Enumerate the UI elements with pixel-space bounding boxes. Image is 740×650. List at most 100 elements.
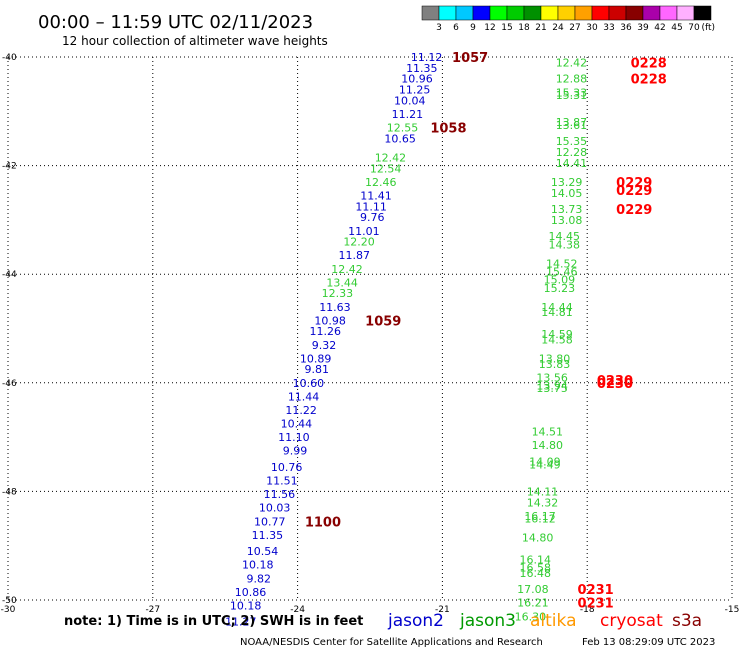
axes: -30 -27 -24 -21 -18 -15 -40 -42 -44 -46 -48 -50 [1, 53, 740, 615]
jason2-data-label: 10.98 [314, 314, 346, 327]
jason2-data-label: 11.87 [339, 249, 371, 262]
legend-swatch [659, 5, 678, 21]
jason3-data-label: 15.23 [544, 282, 576, 295]
jason2-data-label: 10.86 [235, 586, 267, 599]
legend-value: 21 [535, 23, 546, 33]
jason3-data-label: 13.44 [326, 276, 358, 289]
legend-swatch [489, 5, 508, 21]
jason3-data-label: 14.09 [529, 456, 561, 469]
time-annotation: 0229 [616, 176, 652, 191]
jason2-data-label: 11.44 [288, 390, 320, 403]
jason2-data-label: 9.82 [247, 572, 272, 585]
jason2-data-label: 10.60 [293, 377, 325, 390]
jason3-data-label: 12.54 [370, 162, 402, 175]
time-annotation: 0229 [616, 203, 652, 218]
jason3-data-label: 14.52 [546, 257, 578, 270]
jason2-data-label: 10.77 [254, 515, 286, 528]
jason2-data-label: 11.51 [266, 475, 298, 488]
legend-swatch [523, 5, 542, 21]
legend-value: 9 [470, 23, 476, 33]
jason2-data-label: 10.04 [394, 94, 426, 107]
legend-swatch [472, 5, 491, 21]
jason2-data-label: 9.32 [312, 339, 337, 352]
x-tick-label: -30 [1, 605, 16, 615]
jason2-data-label: 9.81 [304, 363, 329, 376]
jason3-data-label: 15.31 [556, 89, 588, 102]
data-labels: 11.1211.3510.9611.2510.0411.2110.6511.41… [225, 51, 587, 629]
jason3-data-label: 14.58 [541, 333, 573, 346]
jason2-data-label: 11.10 [278, 431, 310, 444]
jason2-data-label: 11.12 [411, 51, 443, 64]
note-text: note: 1) Time is in UTC; 2) SWH is in fe… [64, 614, 363, 629]
jason3-data-label: 16.14 [520, 553, 552, 566]
chart-title: 00:00 – 11:59 UTC 02/11/2023 [38, 12, 313, 33]
time-annotation: 0230 [597, 377, 633, 392]
time-annotations: 1057105810591100022802280229022902290230… [305, 51, 667, 612]
jason3-data-label: 14.51 [532, 426, 564, 439]
jason3-data-label: 12.55 [387, 122, 419, 135]
y-tick-label: -48 [2, 487, 17, 497]
jason3-data-label: 14.11 [527, 485, 559, 498]
jason2-data-label: 11.35 [406, 62, 438, 75]
time-annotation: 0228 [631, 73, 667, 88]
legend-swatch [676, 5, 695, 21]
jason3-data-label: 13.29 [551, 176, 583, 189]
legend-swatch [642, 5, 661, 21]
series-legend-entry: s3a [672, 611, 702, 631]
x-tick-label: -18 [580, 605, 595, 615]
jason3-data-label: 13.75 [536, 382, 568, 395]
legend-value: 39 [637, 23, 649, 33]
jason3-data-label: 13.56 [536, 371, 568, 384]
legend-value: 45 [671, 23, 682, 33]
jason3-data-label: 13.61 [556, 119, 588, 132]
jason3-data-label: 16.21 [517, 597, 549, 610]
jason3-data-label: 16.30 [515, 610, 547, 623]
legend-value: 3 [436, 23, 442, 33]
jason3-data-label: 14.45 [548, 230, 580, 243]
credit-text: NOAA/NESDIS Center for Satellite Applica… [240, 637, 543, 648]
jason2-data-label: 9.76 [360, 211, 385, 224]
jason2-data-label: 10.18 [242, 559, 274, 572]
jason3-data-label: 14.32 [527, 496, 559, 509]
jason3-data-label: 16.17 [524, 510, 556, 523]
jason3-data-label: 14.80 [522, 532, 554, 545]
jason3-data-label: 14.59 [541, 328, 573, 341]
color-scale-legend: 3 6 9 12 15 18 21 24 27 30 33 36 39 42 45 70 (ft) [421, 5, 715, 33]
jason3-data-label: 14.41 [556, 157, 588, 170]
jason2-data-label: 10.54 [247, 545, 279, 558]
jason3-data-label: 13.80 [539, 352, 571, 365]
chart-subtitle: 12 hour collection of altimeter wave hei… [62, 34, 328, 48]
legend-swatch [506, 5, 525, 21]
time-annotation: 1100 [305, 515, 341, 530]
grid-lines [7, 56, 733, 601]
x-tick-label: -24 [290, 605, 305, 615]
jason3-data-label: 12.42 [375, 151, 407, 164]
jason3-data-label: 14.44 [541, 301, 573, 314]
jason3-data-label: 15.46 [546, 265, 578, 278]
jason3-data-label: 14.38 [548, 238, 580, 251]
jason3-data-label: 12.46 [365, 176, 397, 189]
time-annotation: 0229 [616, 184, 652, 199]
series-legend: jason2 jason3 altika cryosat s3a [387, 611, 702, 631]
jason2-data-label: 11.63 [319, 301, 351, 314]
legend-value: 30 [586, 23, 598, 33]
legend-swatch [540, 5, 559, 21]
jason2-data-label: 11.11 [355, 200, 387, 213]
timestamp-text: Feb 13 08:29:09 UTC 2023 [582, 637, 715, 648]
jason2-data-label: 11.25 [399, 84, 431, 97]
legend-swatch [625, 5, 644, 21]
jason2-data-label: 11.01 [348, 225, 380, 238]
y-tick-label: -46 [2, 379, 17, 389]
jason2-data-label: 10.18 [230, 599, 262, 612]
legend-swatch [574, 5, 593, 21]
jason2-data-label: 9.99 [283, 445, 308, 458]
jason3-data-label: 12.20 [343, 236, 375, 249]
x-tick-label: -27 [145, 605, 160, 615]
jason3-data-label: 12.28 [556, 146, 588, 159]
time-annotation: 0231 [578, 583, 614, 598]
jason3-data-label: 12.33 [322, 287, 354, 300]
time-annotation: 1058 [430, 122, 466, 137]
jason3-data-label: 16.12 [524, 513, 556, 526]
legend-swatch [591, 5, 610, 21]
jason3-data-label: 12.88 [556, 73, 588, 86]
